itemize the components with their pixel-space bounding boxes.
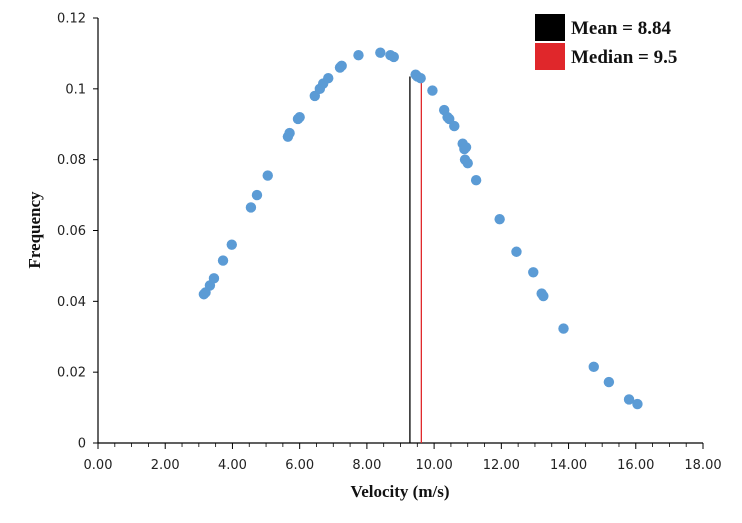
x-tick-label: 0.00 xyxy=(84,458,113,473)
x-tick-label: 12.00 xyxy=(483,458,520,473)
y-tick-label: 0.04 xyxy=(57,295,86,310)
data-point xyxy=(375,47,386,58)
data-point xyxy=(208,273,220,284)
data-point xyxy=(632,398,643,410)
data-points xyxy=(198,47,643,410)
data-point xyxy=(462,158,473,169)
data-point xyxy=(558,323,569,334)
data-point xyxy=(284,127,295,139)
axes: 0 0.02 0.04 0.06 0.08 0.1 0.12 0.00 2.00 4.00 6.00… xyxy=(57,12,722,474)
x-tick-label: 14.00 xyxy=(550,458,587,473)
legend-label: Median = 9.5 xyxy=(571,47,677,68)
data-point xyxy=(262,170,273,181)
x-tick-label: 18.00 xyxy=(684,458,721,473)
legend-swatch xyxy=(535,14,565,41)
data-point xyxy=(623,394,635,405)
x-axis-title: Velocity (m/s) xyxy=(351,482,450,501)
x-tick-label: 10.00 xyxy=(416,458,453,473)
x-tick-label: 4.00 xyxy=(218,458,247,473)
data-point xyxy=(588,361,599,373)
data-point xyxy=(251,189,263,201)
data-point xyxy=(388,51,399,63)
legend-swatch xyxy=(535,43,565,70)
data-point xyxy=(217,255,229,266)
legend: Mean = 8.84 Median = 9.5 xyxy=(535,14,677,70)
mean-median-lines xyxy=(409,76,422,443)
data-point xyxy=(245,202,257,213)
x-tick-label: 2.00 xyxy=(151,458,180,473)
data-point xyxy=(427,85,438,96)
x-tick-label: 8.00 xyxy=(352,458,381,473)
data-point xyxy=(511,246,522,257)
x-tick-label: 6.00 xyxy=(285,458,314,473)
y-tick-label: 0.1 xyxy=(65,82,86,97)
data-point xyxy=(494,213,505,225)
data-point xyxy=(323,73,334,84)
data-point xyxy=(226,239,237,250)
data-point xyxy=(603,376,615,388)
y-tick-label: 0.06 xyxy=(57,224,86,239)
y-axis-title: Frequency xyxy=(25,191,44,269)
legend-label: Mean = 8.84 xyxy=(571,18,672,39)
data-point xyxy=(415,73,426,84)
data-point xyxy=(528,267,539,278)
y-tick-label: 0.08 xyxy=(57,153,86,168)
data-point xyxy=(538,290,549,302)
data-point xyxy=(449,120,460,132)
data-point xyxy=(353,49,364,61)
data-point xyxy=(336,60,347,72)
x-tick-label: 16.00 xyxy=(617,458,654,473)
y-tick-label: 0 xyxy=(78,437,86,452)
y-tick-label: 0.02 xyxy=(57,366,86,381)
data-point xyxy=(470,175,482,186)
data-point xyxy=(294,111,305,123)
y-tick-label: 0.12 xyxy=(57,12,86,27)
data-point xyxy=(460,142,472,153)
